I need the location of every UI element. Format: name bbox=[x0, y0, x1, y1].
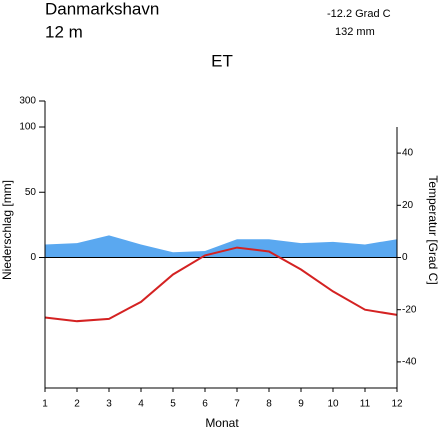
x-tick-label: 10 bbox=[327, 399, 339, 410]
y2-tick-label: -40 bbox=[402, 357, 417, 368]
x-tick-label: 9 bbox=[298, 399, 304, 410]
x-tick-label: 1 bbox=[42, 399, 48, 410]
y2-tick-label: 0 bbox=[402, 252, 408, 263]
y2-tick-label: 20 bbox=[402, 200, 414, 211]
y-tick-label: 50 bbox=[25, 187, 37, 198]
x-tick-label: 2 bbox=[74, 399, 80, 410]
chart-title: ET bbox=[211, 51, 233, 70]
elevation: 12 m bbox=[45, 22, 83, 41]
y-tick-label: 0 bbox=[30, 252, 36, 263]
x-tick-label: 12 bbox=[391, 399, 403, 410]
x-axis-label: Monat bbox=[205, 416, 239, 430]
x-tick-label: 4 bbox=[138, 399, 144, 410]
mean-temperature: -12.2 Grad C bbox=[327, 8, 391, 20]
x-tick-label: 7 bbox=[234, 399, 240, 410]
y-tick-label: 100 bbox=[19, 122, 36, 133]
temperature-line bbox=[44, 246, 398, 323]
y2-axis-label: Temperatur [Grad C] bbox=[426, 175, 439, 284]
y2-tick-label: -20 bbox=[402, 304, 417, 315]
x-tick-label: 11 bbox=[360, 399, 371, 410]
station: Danmarkshavn bbox=[45, 0, 159, 18]
x-tick-label: 8 bbox=[266, 399, 272, 410]
y2-tick-label: 40 bbox=[402, 148, 414, 159]
y-tick-label: 300 bbox=[19, 96, 36, 107]
x-tick-label: 5 bbox=[170, 399, 176, 410]
x-tick-label: 3 bbox=[106, 399, 112, 410]
precipitation-area bbox=[45, 235, 397, 258]
annual-precipitation: 132 mm bbox=[335, 26, 375, 38]
x-tick-label: 6 bbox=[202, 399, 208, 410]
y-axis-label: Niederschlag [mm] bbox=[0, 180, 14, 280]
